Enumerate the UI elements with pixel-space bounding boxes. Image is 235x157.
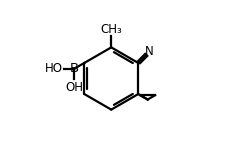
Text: CH₃: CH₃ (100, 23, 122, 36)
Text: B: B (70, 62, 79, 75)
Text: N: N (145, 45, 154, 58)
Text: HO: HO (44, 62, 62, 75)
Text: OH: OH (65, 81, 83, 94)
